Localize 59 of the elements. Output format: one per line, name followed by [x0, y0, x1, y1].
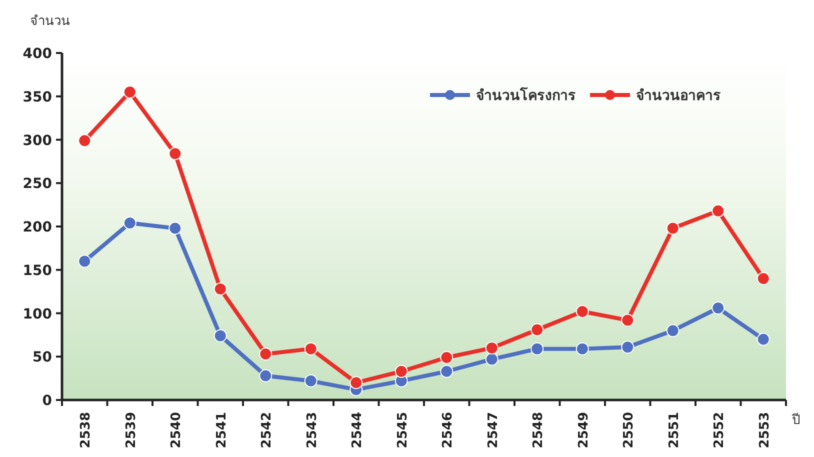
x-tick-label: 2548 — [531, 412, 546, 448]
x-tick-label: 2542 — [260, 412, 275, 448]
point — [576, 342, 589, 356]
point — [666, 324, 680, 338]
y-tick-label: 100 — [22, 306, 52, 322]
point — [123, 86, 136, 99]
y-axis-title: จำนวน — [30, 14, 70, 29]
point — [712, 302, 725, 315]
x-tick-label: 2553 — [757, 412, 772, 448]
point — [350, 376, 363, 390]
x-tick-label: 2541 — [214, 412, 230, 448]
x-tick-label: 2550 — [622, 412, 637, 448]
x-tick-label: 2546 — [440, 412, 456, 448]
y-tick-label: 350 — [22, 89, 52, 106]
point — [394, 364, 408, 378]
y-tick-label: 50 — [32, 350, 52, 366]
x-tick-label: 2539 — [124, 412, 139, 448]
point — [440, 364, 454, 378]
y-tick-label: 400 — [22, 46, 52, 62]
legend-label: จำนวนโครงการ — [476, 86, 576, 104]
point — [259, 348, 272, 361]
point — [304, 374, 318, 388]
x-tick-label: 2538 — [78, 412, 94, 448]
y-tick-label: 250 — [22, 176, 52, 192]
x-tick-label: 2552 — [712, 412, 728, 448]
point — [304, 342, 318, 356]
point — [214, 282, 227, 296]
x-axis-title: ปี — [791, 412, 800, 428]
point — [214, 329, 227, 342]
x-tick-label: 2551 — [666, 412, 682, 448]
point — [621, 340, 634, 354]
x-tick-label: 2544 — [350, 412, 366, 448]
point — [168, 222, 182, 235]
x-tick-label: 2545 — [395, 412, 410, 448]
point — [123, 216, 136, 230]
point — [621, 314, 634, 327]
point — [440, 350, 454, 364]
point — [259, 369, 272, 382]
point — [530, 342, 544, 356]
point — [168, 147, 182, 160]
legend-label: จำนวนอาคาร — [636, 88, 721, 104]
y-tick-label: 150 — [22, 262, 52, 279]
point — [756, 272, 770, 286]
x-tick-label: 2547 — [486, 412, 501, 448]
y-tick-label: 200 — [22, 220, 52, 236]
point — [485, 341, 498, 354]
x-tick-label: 2540 — [169, 412, 184, 448]
x-tick-label: 2549 — [576, 412, 592, 448]
point — [78, 134, 92, 148]
x-tick-label: 2543 — [304, 412, 320, 448]
point — [756, 332, 770, 346]
point — [666, 222, 680, 235]
y-tick-label: 300 — [22, 132, 52, 149]
point — [485, 352, 498, 366]
point — [530, 323, 544, 336]
point — [78, 254, 92, 268]
y-tick-label: 0 — [42, 393, 52, 409]
point — [712, 204, 725, 218]
point — [576, 305, 589, 318]
